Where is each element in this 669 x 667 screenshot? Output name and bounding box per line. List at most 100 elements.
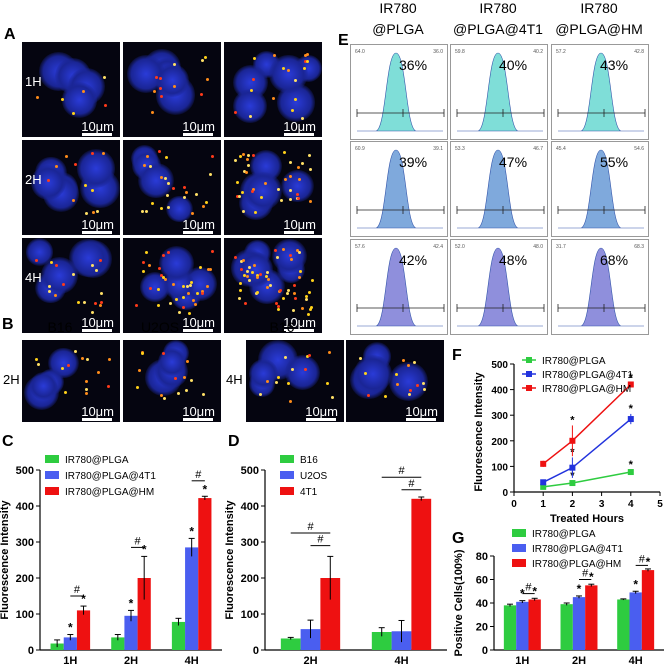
fluorescent-particle: [66, 364, 70, 368]
micrograph-cell: 10μm: [22, 340, 120, 422]
flow-histogram: 57.6 42.4 42%: [350, 239, 448, 335]
bar: [111, 637, 125, 650]
fluorescent-particle: [303, 368, 307, 372]
bar: [171, 621, 186, 650]
fluorescent-particle: [268, 283, 272, 287]
legend-swatch: [512, 529, 526, 537]
positive-percent: 40%: [499, 57, 528, 73]
fluorescent-particle: [259, 196, 263, 200]
column-header-line1: IR780: [580, 0, 618, 16]
fluorescent-particle: [307, 354, 311, 358]
gate-marker: [356, 109, 445, 117]
fluorescent-particle: [162, 253, 166, 257]
fluorescent-particle: [295, 192, 299, 196]
column-header-line2: @PLGA: [372, 21, 424, 37]
fluorescent-particle: [290, 109, 294, 113]
fluorescent-particle: [160, 273, 164, 277]
fluorescent-particle: [186, 284, 190, 288]
flow-histogram: 57.2 42.8 43%: [551, 44, 649, 140]
fluorescent-particle: [235, 195, 239, 199]
fluorescent-particle: [243, 274, 247, 278]
cell-nucleus: [166, 195, 193, 222]
bar: [280, 638, 301, 650]
panel-label-e: E: [338, 32, 349, 49]
significance-star: *: [570, 414, 575, 426]
fluorescent-particle: [148, 287, 152, 291]
flow-histogram: 53.3 46.7 47%: [450, 141, 548, 237]
significance-hash: #: [408, 478, 415, 490]
scale-bar-label: 10μm: [182, 217, 215, 232]
quadrant-left-value: 52.0: [455, 244, 465, 250]
bar: [629, 592, 642, 650]
histogram-plot: [356, 52, 445, 132]
micrograph-cell: 10μm 1H: [22, 42, 120, 137]
cell-nucleus: [61, 82, 98, 118]
series-line: [543, 471, 631, 488]
y-tick-label: 200: [16, 573, 34, 585]
fluorescent-particle: [309, 305, 313, 309]
fluorescent-particle: [72, 272, 76, 276]
data-point: [540, 483, 547, 490]
fluorescent-particle: [412, 360, 416, 364]
fluorescent-particle: [54, 165, 58, 169]
fluorescent-particle: [50, 260, 54, 264]
fluorescent-particle: [36, 362, 40, 366]
significance-hash: #: [307, 521, 314, 533]
micrograph-cell: 10μm: [346, 340, 444, 422]
fluorescent-particle: [395, 383, 399, 387]
fluorescent-particle: [183, 376, 187, 380]
panel-c-bar-chart: 0 100 200 300 400 500 Fluorescence Intensity 1H…: [0, 455, 222, 667]
positive-percent: 47%: [499, 154, 528, 170]
histogram-plot: [557, 247, 646, 327]
fluorescent-particle: [206, 285, 210, 289]
fluorescent-particle: [183, 186, 187, 190]
fluorescent-particle: [288, 197, 292, 201]
fluorescent-particle: [77, 300, 81, 304]
fluorescent-particle: [158, 86, 162, 90]
scale-bar: [284, 231, 314, 234]
y-tick-label: 300: [491, 411, 508, 422]
bar: [617, 599, 630, 650]
y-tick-label: 400: [241, 501, 259, 513]
fluorescent-particle: [308, 168, 312, 171]
row-label: 2H: [3, 372, 20, 387]
fluorescent-particle: [141, 209, 145, 213]
legend-label: IR780@PLGA@4T1: [65, 471, 156, 482]
fluorescent-particle: [366, 394, 370, 398]
quadrant-left-value: 64.0: [355, 49, 365, 55]
fluorescent-particle: [275, 381, 279, 385]
fluorescent-particle: [286, 69, 290, 73]
y-tick-label: 500: [491, 360, 508, 371]
fluorescent-particle: [301, 116, 305, 120]
fluorescent-particle: [96, 209, 100, 213]
y-axis-label: Fluorescence Intensity: [0, 500, 11, 620]
quadrant-right-value: 40.2: [533, 49, 543, 55]
fluorescent-particle: [409, 389, 413, 393]
histogram-curve: [558, 247, 644, 327]
fluorescent-particle: [282, 151, 286, 155]
panel-f-line-chart: 0 100 200 300 400 500 0 1 2 3 4 5 Treated Hours Fluor…: [473, 356, 663, 525]
fluorescent-particle: [276, 305, 280, 309]
fluorescent-particle: [157, 303, 160, 307]
scale-bar-label: 10μm: [283, 119, 316, 134]
cell-nucleus: [284, 355, 320, 391]
cell-nucleus: [76, 149, 116, 188]
fluorescent-particle: [240, 267, 244, 271]
legend-label: IR780@PLGA@4T1: [532, 544, 623, 555]
fluorescent-particle: [295, 248, 299, 252]
fluorescent-particle: [167, 181, 171, 185]
histogram-plot: [356, 149, 445, 229]
legend-label: IR780@PLGA: [65, 455, 129, 466]
fluorescent-particle: [402, 359, 406, 363]
fluorescent-particle: [201, 204, 205, 208]
cell-nucleus: [69, 238, 108, 278]
fluorescent-particle: [239, 155, 243, 159]
histogram-plot: [456, 52, 545, 132]
fluorescent-particle: [144, 210, 148, 214]
flow-histogram: 59.8 40.2 40%: [450, 44, 548, 140]
fluorescent-particle: [55, 264, 59, 268]
bar: [371, 632, 392, 650]
fluorescent-particle: [416, 384, 420, 388]
fluorescent-particle: [276, 188, 280, 192]
fluorescent-particle: [34, 259, 38, 263]
